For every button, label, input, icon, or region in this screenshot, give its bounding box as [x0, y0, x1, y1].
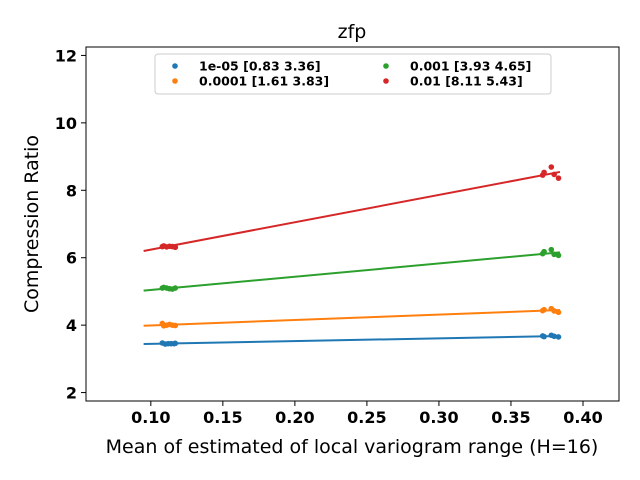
legend-marker-2: [383, 63, 389, 69]
y-tick-label-4: 10: [55, 114, 77, 133]
fit-line-series-2: [143, 251, 561, 292]
legend-label-1: 0.0001 [1.61 3.83]: [199, 74, 329, 89]
legend-box: [154, 53, 552, 95]
x-tick-label-2: 0.20: [275, 408, 314, 427]
data-point-series-0-7: [541, 333, 547, 340]
data-point-series-2-7: [541, 248, 547, 255]
legend-label-2: 0.001 [3.93 4.65]: [410, 59, 531, 74]
y-tick-label-1: 4: [66, 316, 77, 335]
data-point-series-2-8: [548, 246, 555, 253]
fit-line-series-3: [143, 170, 561, 252]
x-tick-label-6: 0.40: [563, 408, 602, 427]
legend-label-0: 1e-05 [0.83 3.36]: [199, 59, 321, 74]
x-axis-label: Mean of estimated of local variogram ran…: [106, 436, 599, 458]
x-tick-label-4: 0.30: [419, 408, 458, 427]
data-point-series-3-8: [548, 164, 555, 170]
x-tick-label-3: 0.25: [347, 408, 386, 427]
y-tick-label-3: 8: [66, 181, 77, 200]
data-point-series-1-7: [541, 306, 547, 313]
axes: 0.10 0.15 0.20 0.25 0.30 0.35 0.40 2 4 6 8 10 12: [55, 46, 603, 427]
x-tick-label-0: 0.10: [131, 408, 170, 427]
data-point-series-3-9: [551, 171, 557, 178]
legend-marker-0: [172, 63, 178, 69]
y-tick-label-5: 12: [55, 46, 77, 65]
legend: 1e-05 [0.83 3.36]0.0001 [1.61 3.83] 0.001…: [154, 53, 552, 95]
y-tick-label-0: 2: [66, 384, 77, 403]
legend-marker-3: [383, 78, 389, 84]
y-tick-label-2: 6: [66, 249, 77, 268]
data-point-series-3-10: [555, 175, 562, 181]
data-point-series-2-5: [172, 285, 179, 291]
plot-marks: [143, 164, 562, 347]
legend-marker-1: [172, 78, 178, 84]
x-tick-label-5: 0.35: [491, 408, 530, 427]
data-point-series-0-5: [172, 340, 179, 347]
data-point-series-1-5: [172, 322, 179, 329]
plot-frame: [85, 46, 620, 402]
data-point-series-1-9: [551, 308, 557, 314]
chart-title: zfp: [338, 21, 367, 43]
data-point-series-2-10: [555, 252, 562, 259]
data-point-series-0-10: [555, 334, 562, 340]
legend-label-3: 0.01 [8.11 5.43]: [410, 74, 523, 89]
data-point-series-1-10: [555, 309, 562, 316]
data-point-series-3-5: [172, 244, 179, 251]
fit-line-series-0: [143, 334, 560, 346]
data-point-series-0-9: [551, 333, 557, 340]
y-axis-label: Compression Ratio: [21, 135, 43, 313]
data-point-series-2-9: [551, 251, 557, 258]
x-tick-label-1: 0.15: [203, 408, 242, 427]
fit-line-series-1: [143, 309, 560, 327]
data-point-series-3-7: [541, 169, 547, 176]
